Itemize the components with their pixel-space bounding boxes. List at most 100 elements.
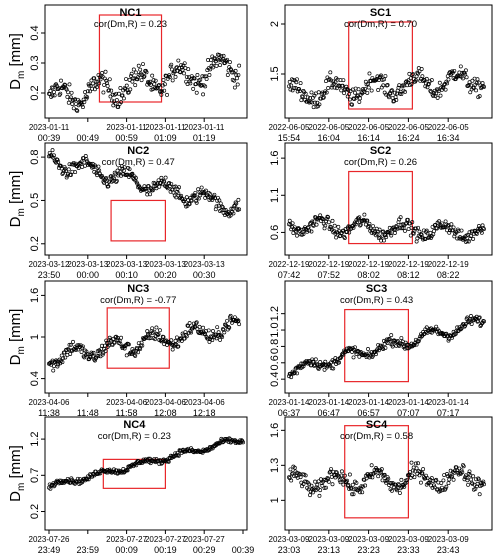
data-point [188,81,193,86]
data-point [50,93,55,98]
data-point [463,473,468,478]
data-point [115,471,120,476]
data-point [177,185,181,190]
data-point [318,488,323,493]
data-point [191,325,196,330]
data-point [366,81,370,86]
data-point [389,88,394,93]
x-tick-time-label: 07:42 [278,270,301,280]
data-point [189,74,194,79]
data-point [179,193,184,198]
data-point [437,219,442,224]
data-point [55,364,60,369]
data-point [207,73,212,77]
y-tick-label: 0.4 [269,372,281,387]
data-point [88,89,92,94]
data-point [434,91,439,96]
x-tick-time-label: 15:54 [278,133,301,143]
data-point [339,352,344,357]
data-point [346,483,351,487]
data-point [365,218,370,223]
data-point [321,217,326,222]
data-point [232,78,237,83]
data-point [347,472,352,477]
data-point [295,226,300,231]
data-point [303,91,308,96]
data-point [357,354,362,359]
data-point [409,82,414,87]
data-point [179,338,184,343]
data-point [208,58,213,63]
data-point [203,84,208,89]
data-point [416,461,420,466]
data-point [301,364,306,369]
x-tick-time-label: 08:02 [357,270,380,280]
data-point [471,236,476,241]
data-point [392,99,397,103]
data-point [290,221,295,226]
data-point [440,221,444,226]
data-point [58,91,63,96]
data-point [376,474,381,479]
data-point [131,76,136,81]
data-point [358,350,363,354]
data-point [412,343,417,348]
data-point [342,473,347,478]
data-point [70,102,75,106]
data-point [398,215,403,220]
data-point [143,186,148,191]
data-point [389,488,394,493]
data-point [400,341,405,346]
data-point [55,157,60,162]
y-tick-label: 0.2 [29,85,41,100]
data-point [379,73,384,78]
data-point [108,94,113,99]
data-point [102,82,107,87]
x-tick-date-label: 2022-06-05 [308,123,349,132]
correlation-label: cor(Dm,R) = 0.43 [340,295,413,306]
data-point [469,234,473,239]
data-point [406,78,411,83]
data-point [150,326,155,331]
data-point [416,339,421,343]
y-tick-label: 1 [29,334,41,340]
data-point [403,228,407,233]
data-point [322,91,327,96]
data-point [57,478,62,483]
data-point [124,77,128,81]
x-tick-time-label: 23:13 [318,545,341,553]
y-tick-label: 1.6 [29,288,41,303]
y-tick-label: 2 [269,21,281,27]
data-point [62,478,67,483]
data-point [214,63,219,68]
data-point [357,486,362,491]
data-point [107,88,112,92]
data-point [106,341,111,346]
data-point [186,67,191,72]
panel-sc3: 0.40.60.81.01.22023-01-1406:372023-01-14… [269,280,493,418]
data-point [107,335,112,340]
data-point [339,355,344,359]
panel-title: SC3 [366,283,387,295]
data-point [227,436,232,441]
data-point [68,352,73,356]
data-point [315,482,320,487]
data-point [194,90,199,95]
data-point [289,375,294,380]
data-point [416,225,420,230]
data-point [305,95,310,100]
x-tick-date-label: 2023-01-11 [145,123,186,132]
data-point [169,62,174,67]
x-tick-time-label: 06:57 [357,408,380,418]
data-point [424,325,429,330]
data-point [313,479,318,484]
data-point [114,91,119,96]
data-point [354,351,359,356]
data-point [217,198,222,203]
data-point [423,476,428,481]
plot-frame [284,280,493,394]
data-point [136,63,141,68]
data-point [446,481,451,486]
data-point [92,76,97,81]
